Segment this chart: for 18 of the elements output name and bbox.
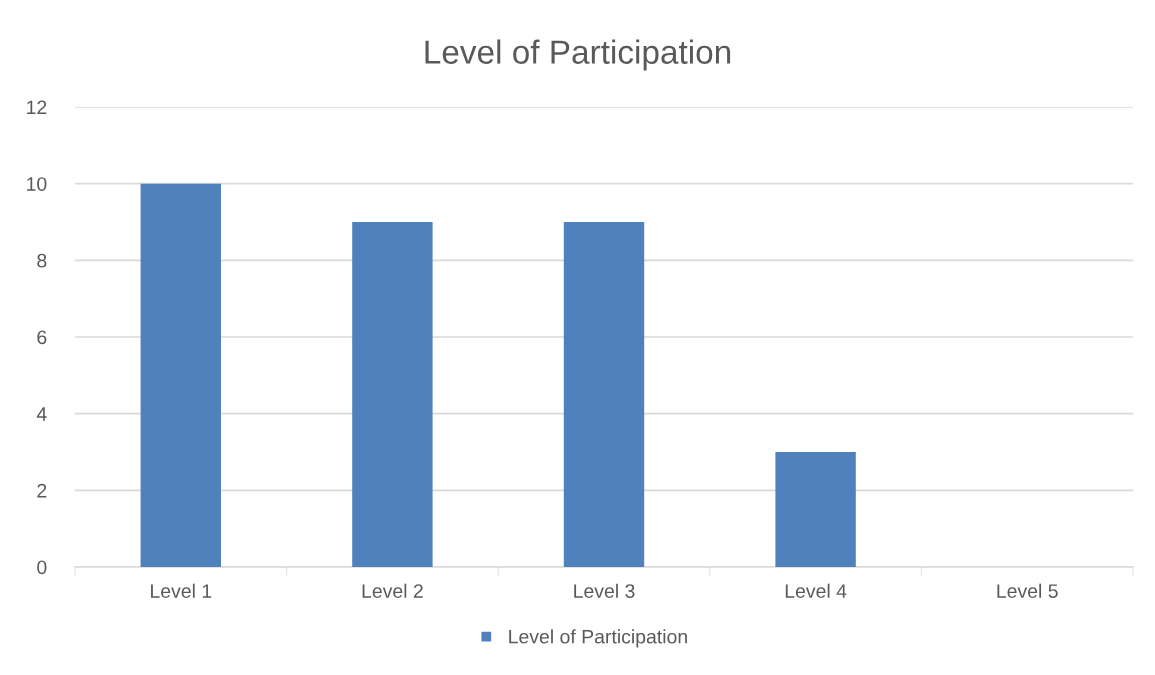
legend-label: Level of Participation xyxy=(509,629,687,648)
x-tick-label: Level 1 xyxy=(151,583,212,598)
bar xyxy=(775,452,856,567)
bar xyxy=(140,183,221,567)
bar xyxy=(563,222,645,567)
y-tick-label: 4 xyxy=(36,407,47,421)
y-tick-label: 0 xyxy=(37,560,47,575)
chart-title: Level of Participation xyxy=(425,39,731,71)
x-tick-label: Level 4 xyxy=(785,583,847,598)
x-tick-label: Level 5 xyxy=(997,583,1058,598)
y-tick-label: 12 xyxy=(27,100,47,115)
y-tick-label: 2 xyxy=(37,483,47,498)
x-tick-label: Level 2 xyxy=(362,583,423,598)
y-tick-label: 6 xyxy=(37,330,47,345)
y-tick-label: 8 xyxy=(37,253,47,268)
bar xyxy=(352,222,433,567)
x-tick-label: Level 3 xyxy=(574,583,635,598)
y-tick-label: 10 xyxy=(27,177,47,191)
